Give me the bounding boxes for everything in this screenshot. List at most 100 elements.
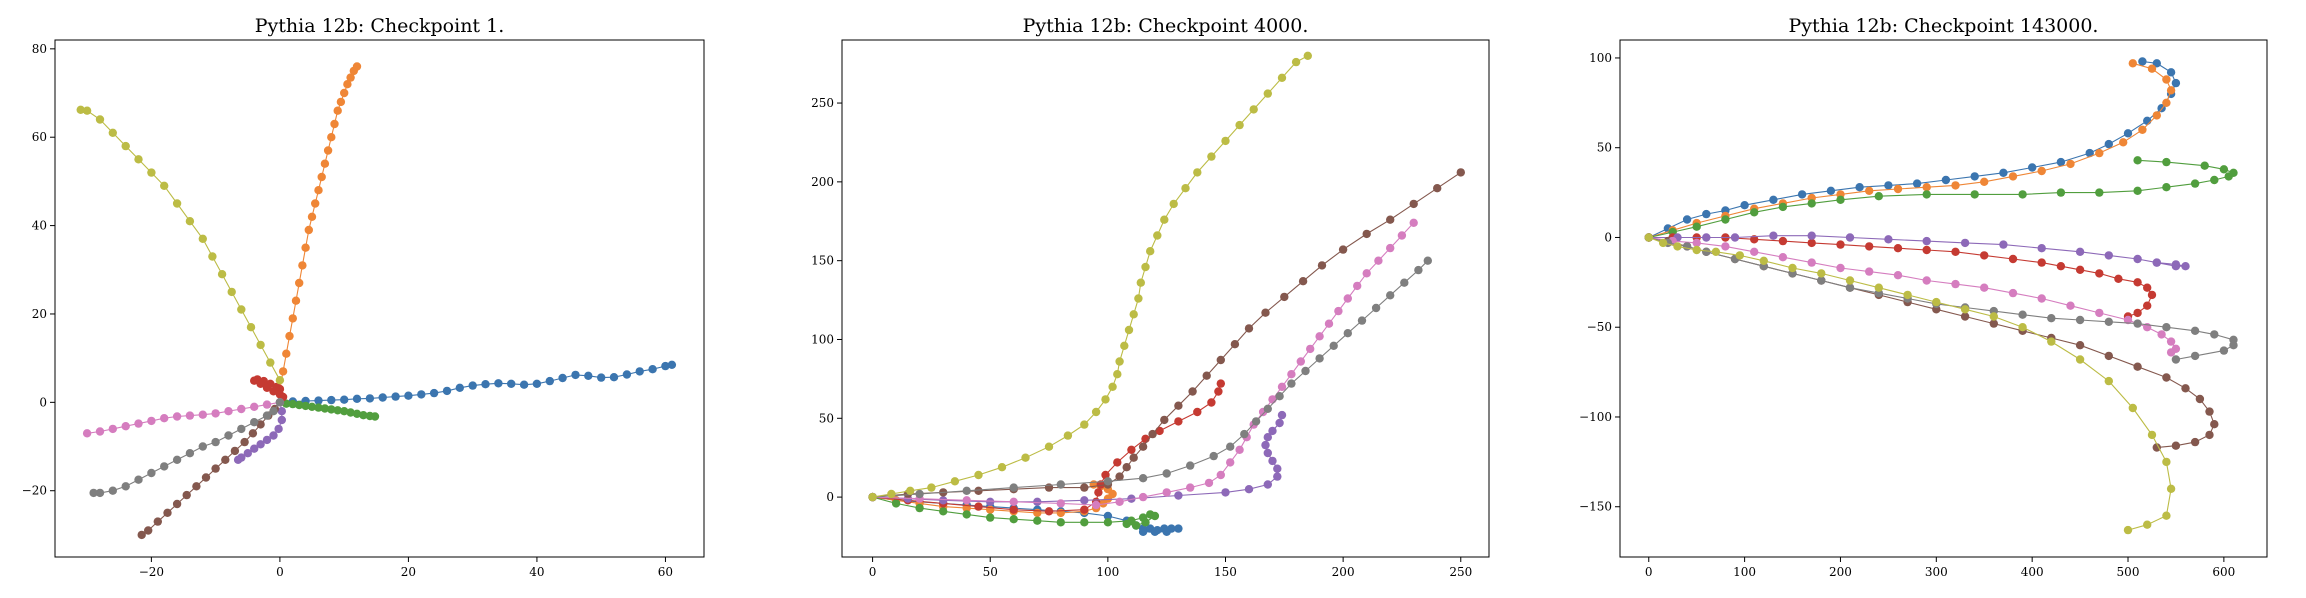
data-point <box>108 424 118 434</box>
data-point <box>1263 480 1273 489</box>
data-point <box>182 490 191 500</box>
data-point <box>2143 520 2152 529</box>
data-point <box>2200 161 2209 170</box>
data-point <box>1277 73 1287 83</box>
data-point <box>2095 269 2104 278</box>
data-point <box>217 270 227 279</box>
data-point <box>269 407 278 416</box>
data-point <box>1865 267 1874 276</box>
data-point <box>1275 418 1284 428</box>
data-point <box>2075 355 2085 364</box>
series-blue <box>1644 57 2181 242</box>
data-point <box>314 403 323 412</box>
series-brown <box>1644 233 2219 452</box>
data-point <box>1174 417 1183 426</box>
data-point <box>320 159 330 168</box>
data-point <box>1301 366 1310 376</box>
data-point <box>333 406 342 415</box>
data-point <box>307 402 317 411</box>
data-point <box>2128 403 2137 413</box>
data-point <box>317 172 326 182</box>
data-point <box>1214 387 1223 396</box>
data-point <box>1836 195 1845 204</box>
data-point <box>1108 382 1117 391</box>
axes-frame <box>54 39 705 558</box>
data-point <box>986 505 995 514</box>
data-point <box>584 371 593 380</box>
data-point <box>2095 148 2104 158</box>
data-point <box>1273 472 1282 481</box>
data-point <box>343 80 352 89</box>
data-point <box>2085 148 2094 158</box>
data-point <box>391 392 400 401</box>
data-point <box>307 212 317 221</box>
y-tick-label: 0 <box>39 395 47 409</box>
x-tick-label: 100 <box>1733 565 1756 579</box>
data-point <box>648 365 657 374</box>
data-point <box>2028 163 2037 172</box>
data-point <box>1343 294 1353 303</box>
data-point <box>1204 478 1214 488</box>
data-point <box>2147 430 2157 440</box>
data-point <box>250 418 259 427</box>
data-point <box>250 376 259 385</box>
data-point <box>2162 157 2171 167</box>
data-point <box>962 496 971 505</box>
data-point <box>1150 527 1160 536</box>
data-point <box>365 394 375 403</box>
series-line <box>1648 236 2177 353</box>
data-point <box>1658 238 1668 248</box>
x-tick-label: 250 <box>1449 565 1472 579</box>
data-point <box>1080 420 1089 429</box>
data-point <box>2229 341 2238 350</box>
data-point <box>2166 348 2176 357</box>
data-point <box>2128 59 2137 68</box>
data-point <box>2162 323 2171 332</box>
data-point <box>1999 240 2008 249</box>
subplot-title: Pythia 12b: Checkpoint 1. <box>255 15 505 37</box>
data-point <box>1951 247 1960 256</box>
data-point <box>346 408 355 417</box>
data-point <box>1922 190 1931 199</box>
y-tick-label: 40 <box>32 219 47 233</box>
data-point <box>2152 443 2161 452</box>
data-point <box>1303 51 1313 60</box>
data-point <box>1960 305 1970 314</box>
data-point <box>1817 269 1826 278</box>
x-tick-label: 200 <box>1332 565 1355 579</box>
data-point <box>320 404 330 413</box>
data-point <box>1740 201 1749 210</box>
data-point <box>1122 519 1131 529</box>
data-point <box>1893 244 1903 253</box>
data-point <box>1980 283 1989 292</box>
series-olive <box>1644 233 2176 535</box>
y-tick-label: −100 <box>1579 410 1612 424</box>
data-point <box>1136 278 1146 287</box>
data-point <box>1141 518 1150 527</box>
data-point <box>2075 341 2085 350</box>
data-point <box>1129 310 1138 319</box>
x-tick-label: 400 <box>2021 565 2044 579</box>
data-point <box>1788 263 1797 273</box>
data-point <box>1750 247 1759 256</box>
subplot-title: Pythia 12b: Checkpoint 4000. <box>1023 15 1309 37</box>
data-point <box>274 424 283 434</box>
data-point <box>1386 291 1395 300</box>
data-point <box>282 399 291 408</box>
data-point <box>352 62 362 71</box>
data-point <box>1941 175 1951 185</box>
data-point <box>1400 278 1409 287</box>
data-point <box>1263 433 1273 442</box>
data-point <box>2123 129 2133 138</box>
subplot-checkpoint-4000: Pythia 12b: Checkpoint 4000. 0 50 100 150 20… <box>811 15 1490 579</box>
x-tick-label: 40 <box>529 565 544 579</box>
data-point <box>1080 496 1089 505</box>
data-point <box>1778 253 1788 262</box>
data-point <box>1080 505 1089 514</box>
data-point <box>291 296 301 305</box>
data-point <box>352 394 362 403</box>
data-point <box>108 486 118 495</box>
data-point <box>1836 263 1845 273</box>
data-point <box>295 278 304 288</box>
data-point <box>1009 515 1018 524</box>
